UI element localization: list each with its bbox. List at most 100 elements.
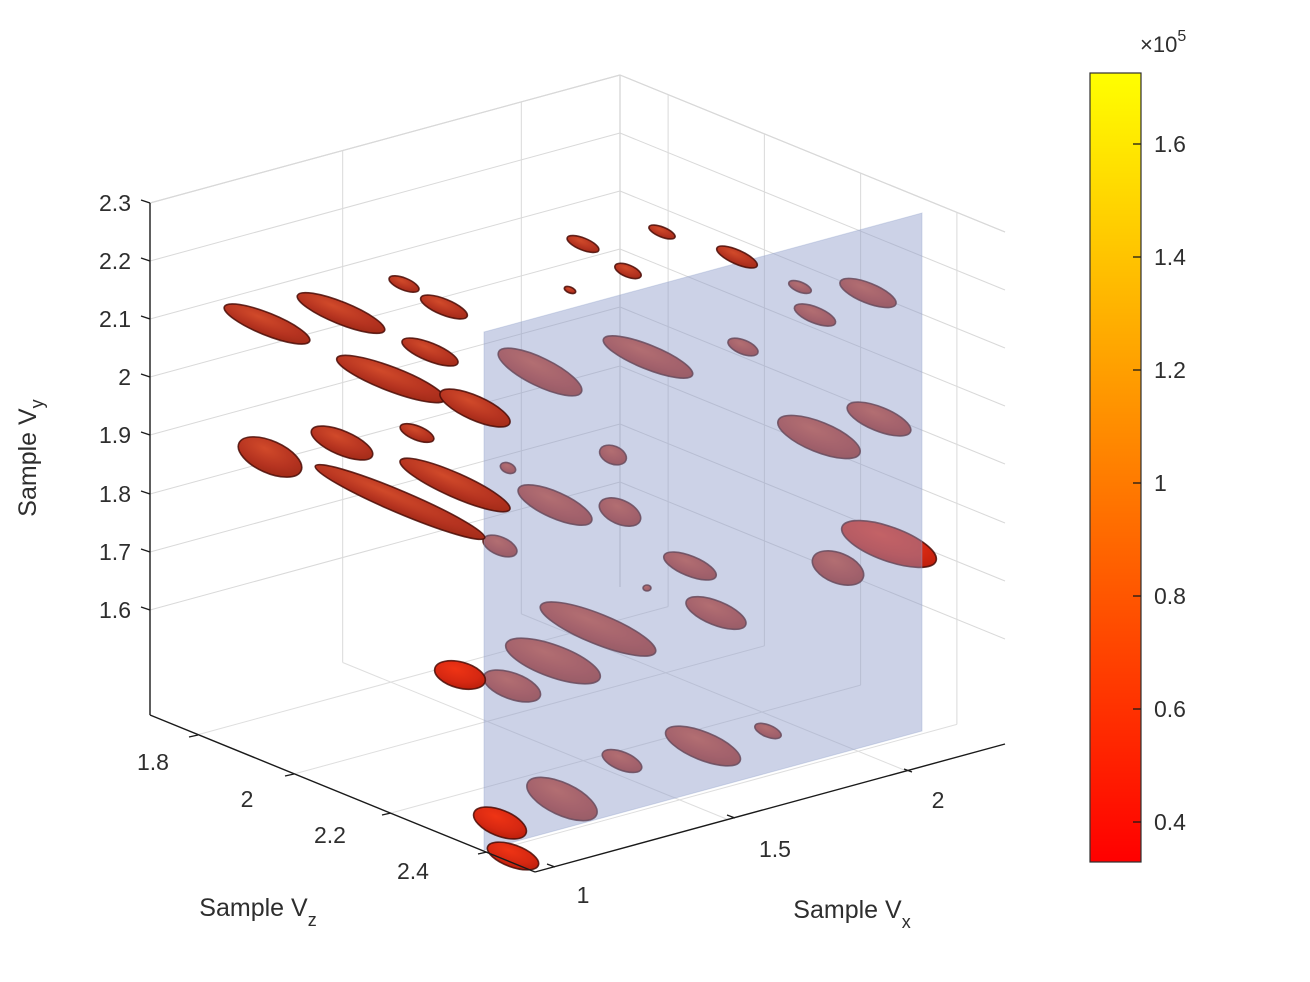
left-wall-gridline	[149, 132, 621, 262]
isosurface-blob	[598, 497, 642, 527]
isosurface-blob	[664, 725, 742, 767]
colorbar: 1.6 1.4 1.2 1 0.8 0.6 0.4	[1089, 72, 1186, 863]
isosurface-blobs-behind-plane	[482, 277, 938, 822]
y-axis-tick	[140, 257, 151, 262]
isosurface-blob	[787, 279, 813, 295]
y-axis-tick	[140, 315, 151, 320]
y-axis-tick	[140, 548, 151, 553]
z-axis-tick	[188, 734, 199, 738]
isosurface-blob	[614, 262, 642, 280]
isosurface-blob	[839, 277, 897, 309]
x-axis-tick-label: 1	[577, 882, 590, 908]
isosurface-blob	[727, 337, 759, 357]
isosurface-blob	[296, 291, 386, 335]
z-axis-tick	[284, 773, 295, 777]
y-axis-label: Sample Vy	[14, 399, 47, 516]
isosurface-blob	[598, 444, 628, 466]
isosurface-blob	[388, 275, 420, 293]
colorbar-gradient	[1089, 72, 1142, 863]
isosurface-blob	[310, 425, 374, 461]
isosurface-blob	[793, 303, 837, 327]
x-axis-tick	[546, 863, 556, 868]
z-axis-tick-label: 2.2	[314, 822, 346, 848]
y-axis-tick	[140, 606, 151, 611]
y-axis-tick-label: 2.1	[99, 306, 131, 332]
left-wall-gridline	[149, 74, 621, 204]
slice-plane	[483, 212, 923, 851]
colorbar-exponent: ×105	[1140, 28, 1186, 57]
colorbar-tick-label: 1.6	[1154, 131, 1186, 157]
z-axis-tick	[477, 851, 488, 855]
right-wall-gridline	[619, 423, 1006, 582]
z-axis-tick-label: 2	[241, 786, 254, 812]
isosurface-blob	[399, 422, 435, 444]
z-axis-tick-label: 1.8	[137, 749, 169, 775]
right-wall-gridline	[619, 248, 1006, 407]
colorbar-tick-label: 0.6	[1154, 696, 1186, 722]
y-axis-tick-label: 1.6	[99, 597, 131, 623]
isosurface-blob	[419, 294, 469, 320]
isosurface-blob	[566, 234, 600, 254]
isosurface-blob	[840, 519, 938, 569]
isosurface-blob	[499, 461, 517, 475]
isosurface-blob	[472, 806, 528, 840]
isosurface-blob	[314, 463, 486, 541]
isosurface-blob	[715, 245, 759, 269]
right-wall-gridline	[619, 132, 1006, 291]
isosurface-blob	[601, 748, 643, 774]
x-axis-line	[534, 743, 1006, 873]
colorbar-tick-label: 0.8	[1154, 583, 1186, 609]
colorbar-tick-label: 1.2	[1154, 357, 1186, 383]
isosurface-blob	[399, 457, 511, 513]
y-axis-tick-label: 1.7	[99, 539, 131, 565]
z-axis-tick-label: 2.4	[397, 858, 429, 884]
x-axis-tick	[726, 814, 736, 819]
isosurface-blob	[433, 659, 487, 691]
colorbar-tick-label: 0.4	[1154, 809, 1186, 835]
isosurface-blob	[777, 414, 861, 460]
x-axis-tick-label: 1.5	[759, 836, 791, 862]
y-axis-tick-label: 2	[118, 364, 131, 390]
y-axis-tick	[140, 431, 151, 436]
isosurface-blob	[685, 595, 747, 631]
z-axis-tick	[381, 812, 392, 816]
isosurface-blob	[754, 722, 782, 740]
y-axis-tick	[140, 373, 151, 378]
y-axis-tick-label: 2.2	[99, 248, 131, 274]
isosurface-blob	[223, 303, 311, 345]
isosurface-blob	[497, 347, 583, 397]
floor-gridline-x	[342, 662, 728, 820]
isosurface-blob	[401, 337, 459, 367]
isosurface-blob	[602, 335, 694, 379]
right-wall-gridline	[619, 190, 1006, 349]
y-axis-tick	[140, 490, 151, 495]
isosurface-blob	[526, 776, 598, 822]
isosurface-blob	[517, 484, 593, 526]
y-axis-tick-label: 2.3	[99, 190, 131, 216]
floor-gridline-z	[390, 684, 861, 814]
isosurface-blob	[648, 224, 676, 240]
axes: 2.3 2.2 2.1 2 1.9 1.8 1.7 1.6 1.8 2 2.2 2.4 1 1.5 2	[99, 190, 1006, 908]
y-axis-tick-label: 1.9	[99, 422, 131, 448]
isosurface-blob	[811, 550, 865, 586]
x-axis-tick	[903, 768, 913, 773]
y-axis-tick	[140, 199, 151, 204]
isosurface-blob	[439, 388, 511, 428]
left-wall-gridline	[149, 190, 621, 320]
isosurface-blob	[539, 601, 657, 657]
colorbar-tick-label: 1	[1154, 470, 1167, 496]
x-axis-tick-label: 2	[932, 787, 945, 813]
colorbar-tick-label: 1.4	[1154, 244, 1186, 270]
isosurface-blob	[642, 584, 652, 592]
isosurface-blob	[237, 436, 303, 478]
isosurface-blobs-front	[223, 224, 759, 871]
isosurface-blob	[662, 551, 718, 581]
x-axis-label: Sample Vx	[793, 896, 910, 932]
isosurface-blob	[846, 401, 912, 437]
z-axis-line	[149, 714, 536, 873]
isosurface-blob	[486, 841, 540, 871]
right-wall-gridline	[619, 74, 1006, 233]
right-wall-gridline	[619, 306, 1006, 465]
